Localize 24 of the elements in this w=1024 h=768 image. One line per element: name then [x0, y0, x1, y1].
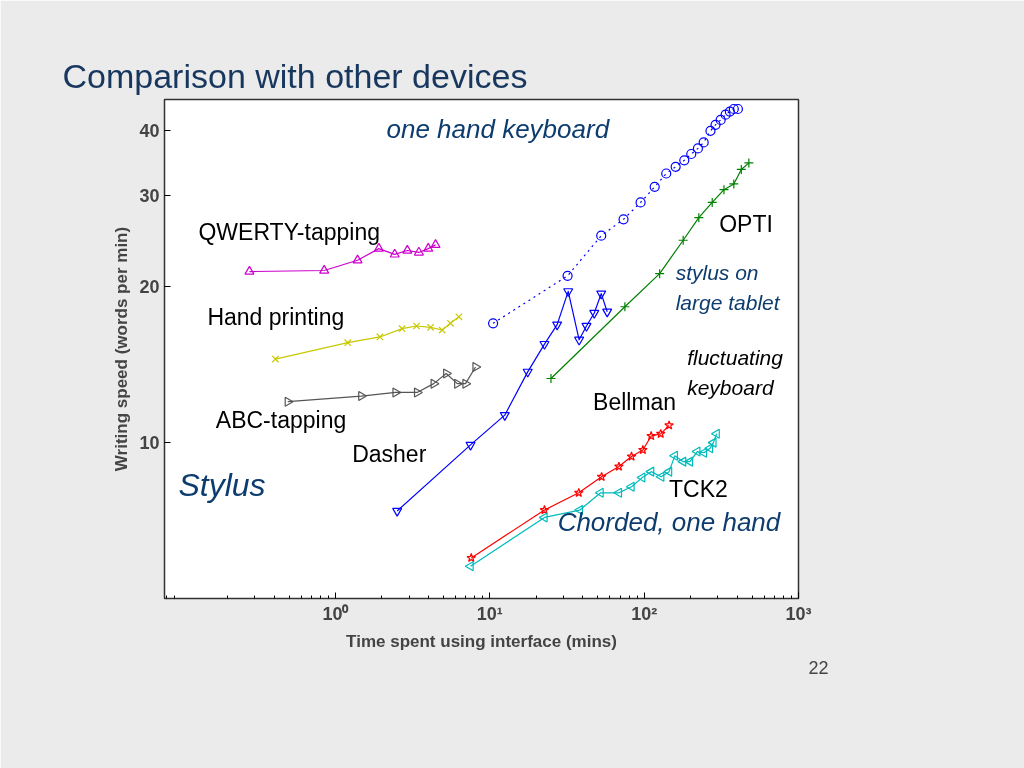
x-axis-title: Time spent using interface (mins) — [346, 631, 617, 651]
series-label: QWERTY-tapping — [198, 218, 380, 245]
x-tick-label: 10⁰ — [322, 603, 350, 624]
series-label: TCK2 — [669, 475, 728, 502]
annotation: Stylus — [178, 467, 266, 504]
y-tick-label: 20 — [139, 277, 160, 298]
series-label: Bellman — [593, 389, 677, 416]
annotation: one hand keyboard — [386, 114, 611, 145]
x-tick-label: 10² — [631, 603, 658, 624]
y-tick-label: 10 — [139, 433, 160, 454]
x-tick-label: 10³ — [785, 603, 812, 624]
series-label: Hand printing — [207, 304, 345, 331]
series-label: Dasher — [352, 440, 427, 467]
annotation: Chorded, one hand — [557, 507, 782, 538]
x-tick-label: 10¹ — [476, 603, 503, 624]
y-tick-label: 40 — [139, 121, 160, 142]
annotation: stylus on large tablet — [675, 261, 781, 315]
text: 22 — [808, 657, 829, 678]
y-axis-title: Writing speed (words per min) — [112, 226, 132, 472]
y-tick-label: 30 — [139, 186, 160, 207]
series-label: OPTI — [719, 211, 773, 238]
chart-title: Comparison with other devices — [62, 56, 528, 95]
series-label: ABC-tapping — [215, 406, 347, 433]
annotation: fluctuating keyboard — [687, 345, 784, 399]
